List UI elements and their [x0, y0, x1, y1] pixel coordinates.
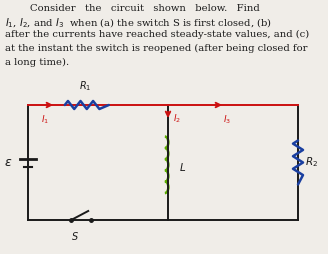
Text: $R_1$: $R_1$ — [79, 79, 91, 93]
Text: $R_2$: $R_2$ — [305, 156, 318, 169]
Text: a long time).: a long time). — [5, 58, 69, 67]
Text: $\varepsilon$: $\varepsilon$ — [4, 156, 12, 169]
Text: $I_2$: $I_2$ — [173, 113, 181, 125]
Text: $S$: $S$ — [71, 230, 79, 242]
Text: at the instant the switch is reopened (after being closed for: at the instant the switch is reopened (a… — [5, 44, 308, 53]
Text: $L$: $L$ — [179, 161, 186, 173]
Text: after the currents have reached steady-state values, and (c): after the currents have reached steady-s… — [5, 30, 309, 39]
Text: $I_3$: $I_3$ — [223, 113, 231, 125]
Text: Consider   the   circuit   shown   below.   Find: Consider the circuit shown below. Find — [30, 4, 260, 13]
Text: $I_1$, $I_2$, and $I_3$  when (a) the switch S is first closed, (b): $I_1$, $I_2$, and $I_3$ when (a) the swi… — [5, 16, 272, 30]
Text: $I_1$: $I_1$ — [41, 113, 49, 125]
